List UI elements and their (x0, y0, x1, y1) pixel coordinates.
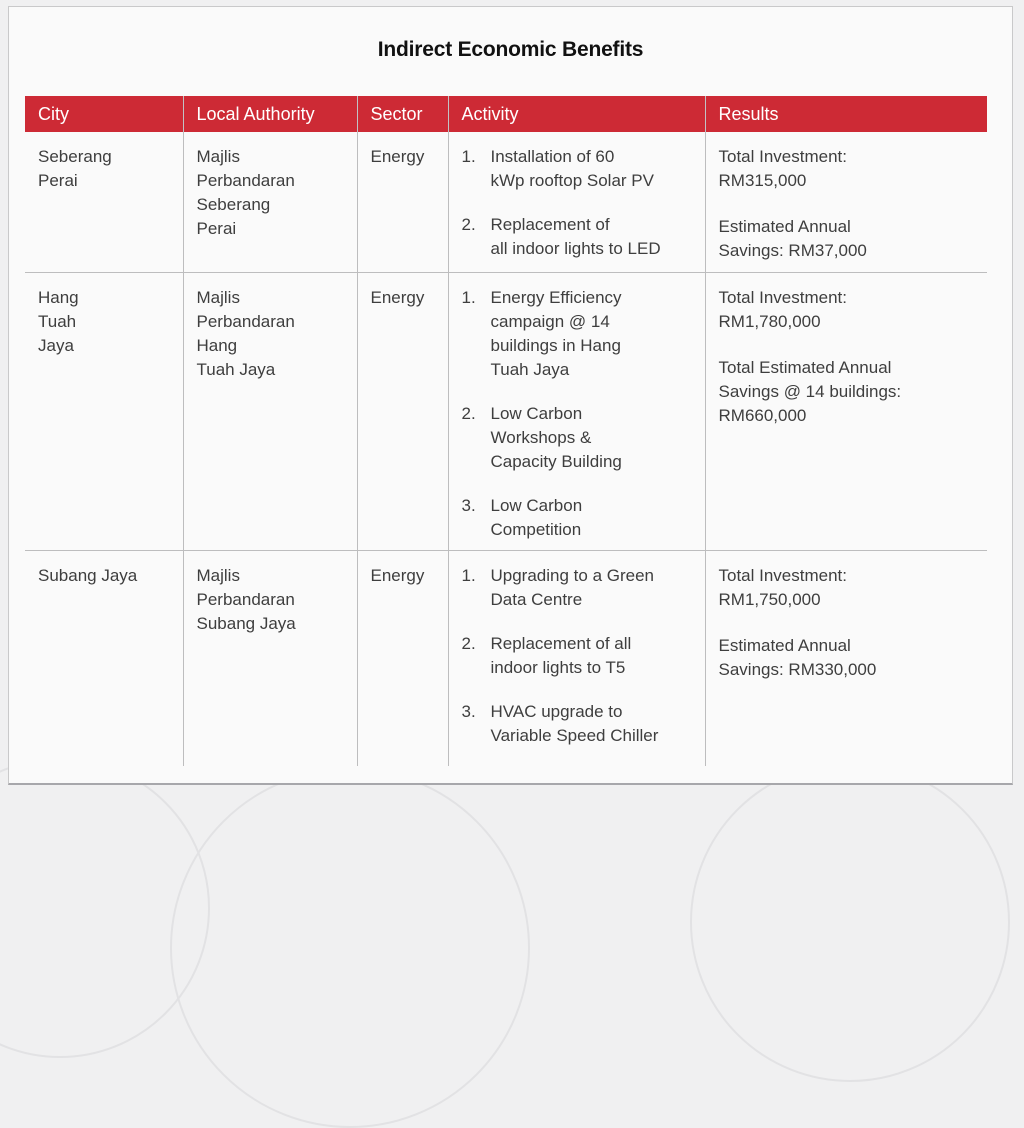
cell-sector: Energy (356, 549, 448, 766)
cell-city: Seberang Perai (38, 147, 112, 190)
column-header-sector: Sector (356, 96, 448, 132)
cell-local-authority: Majlis Perbandaran Seberang Perai (182, 132, 357, 272)
activity-text: Low Carbon Competition (490, 495, 583, 539)
activity-text: HVAC upgrade to Variable Speed Chiller (490, 701, 659, 745)
cell-results: Total Investment: RM1,780,000 Total Esti… (704, 271, 987, 550)
result-paragraph: Total Investment: RM315,000 (718, 147, 848, 190)
column-header-results: Results (704, 96, 987, 132)
activity-item: 3. HVAC upgrade to Variable Speed Chille… (462, 700, 693, 748)
result-paragraph: Total Estimated Annual Savings @ 14 buil… (718, 357, 902, 425)
activity-text: Installation of 60 kWp rooftop Solar PV (490, 147, 654, 190)
activity-number: 1. (461, 287, 476, 307)
result-paragraph: Total Investment: RM1,750,000 (718, 565, 848, 609)
activity-text: Low Carbon Workshops & Capacity Building (490, 403, 622, 471)
table-row-subang-jaya: Subang Jaya Majlis Perbandaran Subang Ja… (25, 549, 987, 766)
table-card: Indirect Economic Benefits City Local Au… (8, 6, 1013, 785)
page-title: Indirect Economic Benefits (377, 38, 644, 61)
cell-activity: 1. Installation of 60 kWp rooftop Solar … (447, 132, 705, 272)
activity-number: 1. (461, 565, 476, 585)
table-row-seberang-perai: Seberang Perai Majlis Perbandaran Sebera… (25, 132, 987, 272)
cell-activity: 1. Upgrading to a Green Data Centre 2. R… (447, 549, 705, 766)
cell-results: Total Investment: RM315,000 Estimated An… (704, 132, 987, 272)
cell-sector: Energy (356, 132, 448, 272)
column-header-city: City (25, 96, 183, 132)
activity-item: 2. Low Carbon Workshops & Capacity Build… (462, 402, 693, 474)
activity-item: 2. Replacement of all indoor lights to L… (462, 213, 693, 261)
result-paragraph: Estimated Annual Savings: RM37,000 (718, 217, 867, 260)
activity-item: 1. Upgrading to a Green Data Centre (462, 564, 693, 612)
activity-number: 2. (461, 633, 476, 653)
activity-item: 3. Low Carbon Competition (462, 494, 693, 542)
benefits-table: City Local Authority Sector Activity Res… (25, 96, 987, 766)
activity-number: 2. (461, 215, 476, 234)
activity-number: 3. (461, 701, 476, 721)
activity-item: 1. Energy Efficiency campaign @ 14 build… (462, 286, 693, 382)
background-arc (690, 762, 1010, 1082)
header-row: City Local Authority Sector Activity Res… (25, 96, 987, 132)
activity-text: Replacement of all indoor lights to T5 (490, 633, 632, 677)
activity-number: 3. (461, 495, 476, 515)
activity-item: 1. Installation of 60 kWp rooftop Solar … (462, 145, 693, 193)
cell-activity: 1. Energy Efficiency campaign @ 14 build… (447, 271, 705, 550)
column-header-local-authority: Local Authority (182, 96, 357, 132)
activity-number: 2. (461, 403, 476, 423)
cell-local-authority: Majlis Perbandaran Hang Tuah Jaya (182, 271, 357, 550)
cell-city: Hang Tuah Jaya (25, 271, 183, 550)
cell-results: Total Investment: RM1,750,000 Estimated … (704, 549, 987, 766)
cell-city: Subang Jaya (25, 549, 183, 766)
result-paragraph: Total Investment: RM1,780,000 (718, 287, 848, 331)
activity-text: Upgrading to a Green Data Centre (490, 565, 655, 609)
table-row-hang-tuah-jaya: Hang Tuah Jaya Majlis Perbandaran Hang T… (25, 271, 987, 550)
cell-local-authority: Majlis Perbandaran Subang Jaya (182, 549, 357, 766)
activity-text: Energy Efficiency campaign @ 14 building… (490, 287, 622, 379)
activity-item: 2. Replacement of all indoor lights to T… (462, 632, 693, 680)
result-paragraph: Estimated Annual Savings: RM330,000 (718, 635, 877, 679)
activity-text: Replacement of all indoor lights to LED (490, 215, 661, 258)
activity-number: 1. (461, 147, 476, 166)
cell-sector: Energy (356, 271, 448, 550)
background-arc (170, 768, 530, 1128)
column-header-activity: Activity (447, 96, 705, 132)
